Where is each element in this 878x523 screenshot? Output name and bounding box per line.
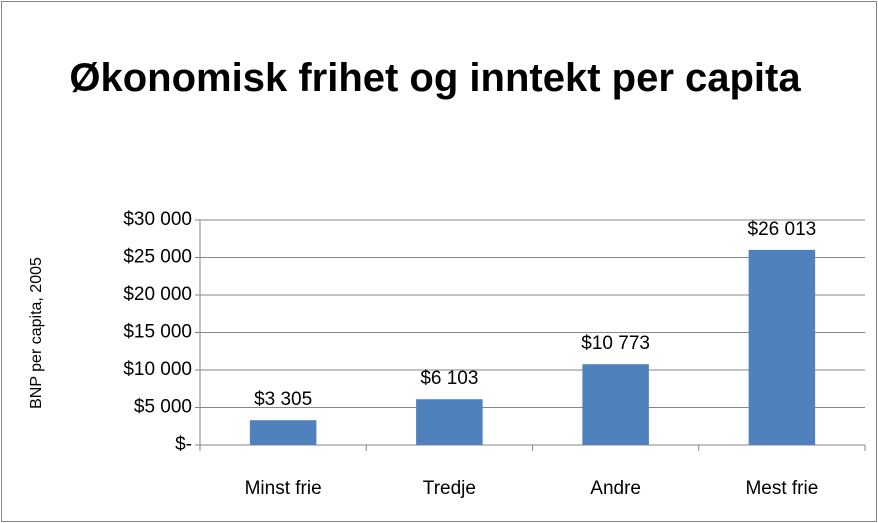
y-axis-label: BNP per capita, 2005 [28, 257, 45, 409]
data-label: $26 013 [748, 219, 817, 240]
y-tick-label: $20 000 [123, 284, 192, 305]
bar [582, 364, 649, 445]
y-tick-label: $15 000 [123, 322, 192, 343]
bar [748, 249, 816, 445]
y-tick-label: $10 000 [123, 359, 192, 380]
bar [249, 420, 317, 445]
y-tick-label: $25 000 [123, 247, 192, 268]
data-label: $10 773 [581, 333, 650, 354]
x-tick-label: Andre [590, 478, 641, 499]
data-label: $6 103 [420, 368, 478, 389]
y-tick-label: $5 000 [134, 397, 192, 418]
bar [416, 399, 483, 445]
data-label: $3 305 [254, 389, 312, 410]
x-tick-label: Tredje [423, 478, 476, 499]
x-tick-label: Minst frie [245, 478, 322, 499]
y-tick-label: $30 000 [123, 209, 192, 230]
chart-title: Økonomisk frihet og inntekt per capita [69, 56, 801, 100]
x-tick-label: Mest frie [745, 478, 818, 499]
y-tick-label: $- [175, 434, 192, 455]
